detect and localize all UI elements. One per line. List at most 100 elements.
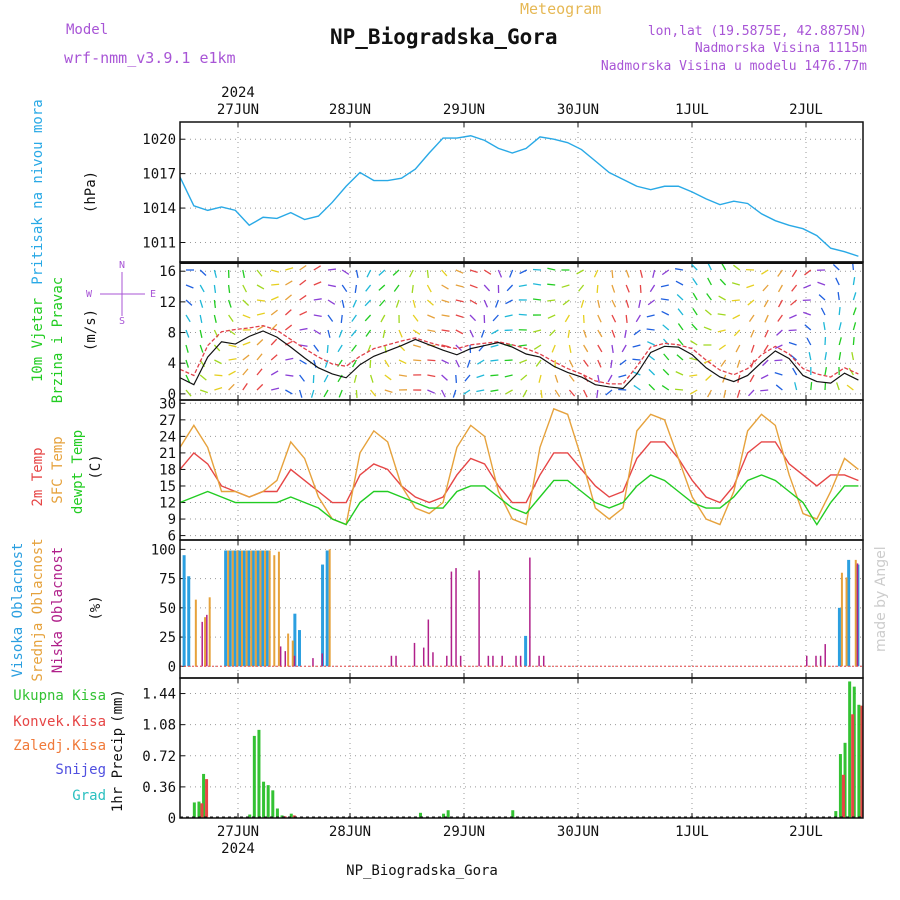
wind-barb — [413, 344, 422, 348]
wind-barb — [568, 359, 574, 368]
wind-barb — [562, 299, 570, 306]
wind-barb — [551, 344, 556, 353]
wind-barb — [803, 284, 812, 289]
y-tick-label: 8 — [168, 326, 176, 342]
precip-total-bar — [248, 814, 252, 818]
y-tick-label: 50 — [159, 601, 176, 617]
wind-barb — [748, 314, 755, 322]
wind-barb — [732, 314, 741, 320]
cloud-mid-bar — [845, 577, 848, 667]
cloud-low-bar — [824, 644, 826, 667]
model-name: wrf-nmm_v3.9.1 e1km — [64, 49, 236, 67]
precip-legend-item: Konvek.Kisa — [13, 714, 106, 730]
wind-barb — [199, 329, 203, 338]
wind-compass: N W E S — [86, 260, 156, 327]
x-tick-label-bottom: 30JUN — [557, 824, 599, 840]
wind-barb — [848, 367, 854, 376]
wind-barb — [452, 389, 457, 398]
cloud-high-bar — [297, 630, 301, 667]
ylabel-pressure-unit: (hPa) — [83, 171, 99, 213]
cloud-mid-bar — [236, 550, 239, 667]
panel-frame — [179, 539, 864, 679]
wind-barb — [228, 358, 237, 361]
wind-barb — [820, 307, 826, 316]
wind-barb — [270, 338, 278, 346]
wind-barb — [649, 284, 656, 293]
wind-barb — [185, 284, 194, 289]
wind-barb — [852, 307, 857, 316]
wind-barb — [199, 389, 208, 394]
wind-barb — [611, 314, 617, 323]
wind-barb — [185, 359, 190, 368]
wind-barb — [384, 374, 392, 381]
cloud-mid-bar — [287, 633, 290, 667]
wind-barb — [596, 389, 599, 399]
wind-barb — [720, 359, 727, 367]
y-tick-label: 1017 — [142, 167, 176, 183]
y-tick-label: 1.08 — [142, 718, 176, 734]
wind-barb — [313, 281, 322, 286]
y-tick-label: 1020 — [142, 132, 176, 148]
wind-barb — [518, 344, 527, 347]
cloud-low-bar — [542, 655, 545, 667]
wind-barb — [242, 284, 248, 293]
wind-barb — [721, 262, 727, 271]
wind-barb — [776, 329, 783, 336]
wind-barb — [427, 389, 435, 394]
wind-barb — [256, 383, 264, 391]
wind-barb — [270, 296, 279, 301]
cloud-low-bar — [422, 647, 425, 667]
precip-total-bar — [852, 686, 856, 818]
ylabel-cloud-high: Visoka Oblacnost — [10, 543, 26, 678]
app-title: Meteogram — [520, 0, 601, 18]
wind-barb — [675, 371, 684, 376]
wind-barb — [549, 329, 556, 337]
wind-barb — [284, 324, 293, 331]
wind-barb — [242, 368, 249, 376]
wind-barb — [605, 389, 613, 396]
wind-barb — [199, 269, 207, 276]
wind-barb — [846, 384, 854, 391]
wind-barb — [441, 284, 449, 290]
cloud-low-bar — [529, 557, 531, 667]
ylabel-wind-2: Brzina i Pravac — [50, 277, 66, 403]
wind-barb — [597, 359, 602, 368]
precip-total-bar — [275, 808, 279, 818]
wind-barb — [427, 329, 436, 333]
wind-barb — [490, 389, 499, 392]
wind-barb — [477, 359, 485, 365]
wind-barb — [427, 359, 436, 362]
wind-barb — [611, 344, 614, 354]
wind-barb — [619, 359, 627, 366]
cloud-low-bar — [279, 646, 282, 667]
temp-sfc-line — [179, 407, 859, 526]
wind-barb — [823, 322, 826, 331]
y-tick-label: 0.72 — [142, 749, 176, 765]
wind-barb — [270, 354, 278, 361]
wind-barb — [568, 374, 575, 382]
x-tick-label-bottom: 29JUN — [443, 824, 485, 840]
wind-barb — [746, 284, 755, 289]
wind-barb — [774, 359, 783, 362]
year-bottom: 2024 — [221, 841, 255, 857]
precip-total-bar — [848, 681, 852, 818]
cloud-high-bar — [251, 550, 255, 667]
cloud-low-bar — [312, 658, 314, 667]
wind-barb — [648, 368, 656, 376]
wind-barb — [705, 374, 712, 381]
x-tick-label-top: 28JUN — [329, 102, 371, 118]
wind-barb — [804, 324, 812, 331]
precip-total-bar — [289, 813, 293, 818]
y-tick-label: 25 — [159, 630, 176, 646]
wind-barb — [777, 314, 783, 322]
cloud-mid-bar — [231, 550, 234, 667]
wind-barb — [763, 344, 769, 353]
cloud-mid-bar — [250, 550, 253, 667]
wind-barb — [338, 389, 343, 398]
wind-barb — [242, 383, 248, 391]
wind-barb — [635, 314, 641, 323]
wind-barb — [597, 374, 600, 383]
wind-barb — [647, 341, 655, 346]
wind-barb — [723, 389, 727, 398]
